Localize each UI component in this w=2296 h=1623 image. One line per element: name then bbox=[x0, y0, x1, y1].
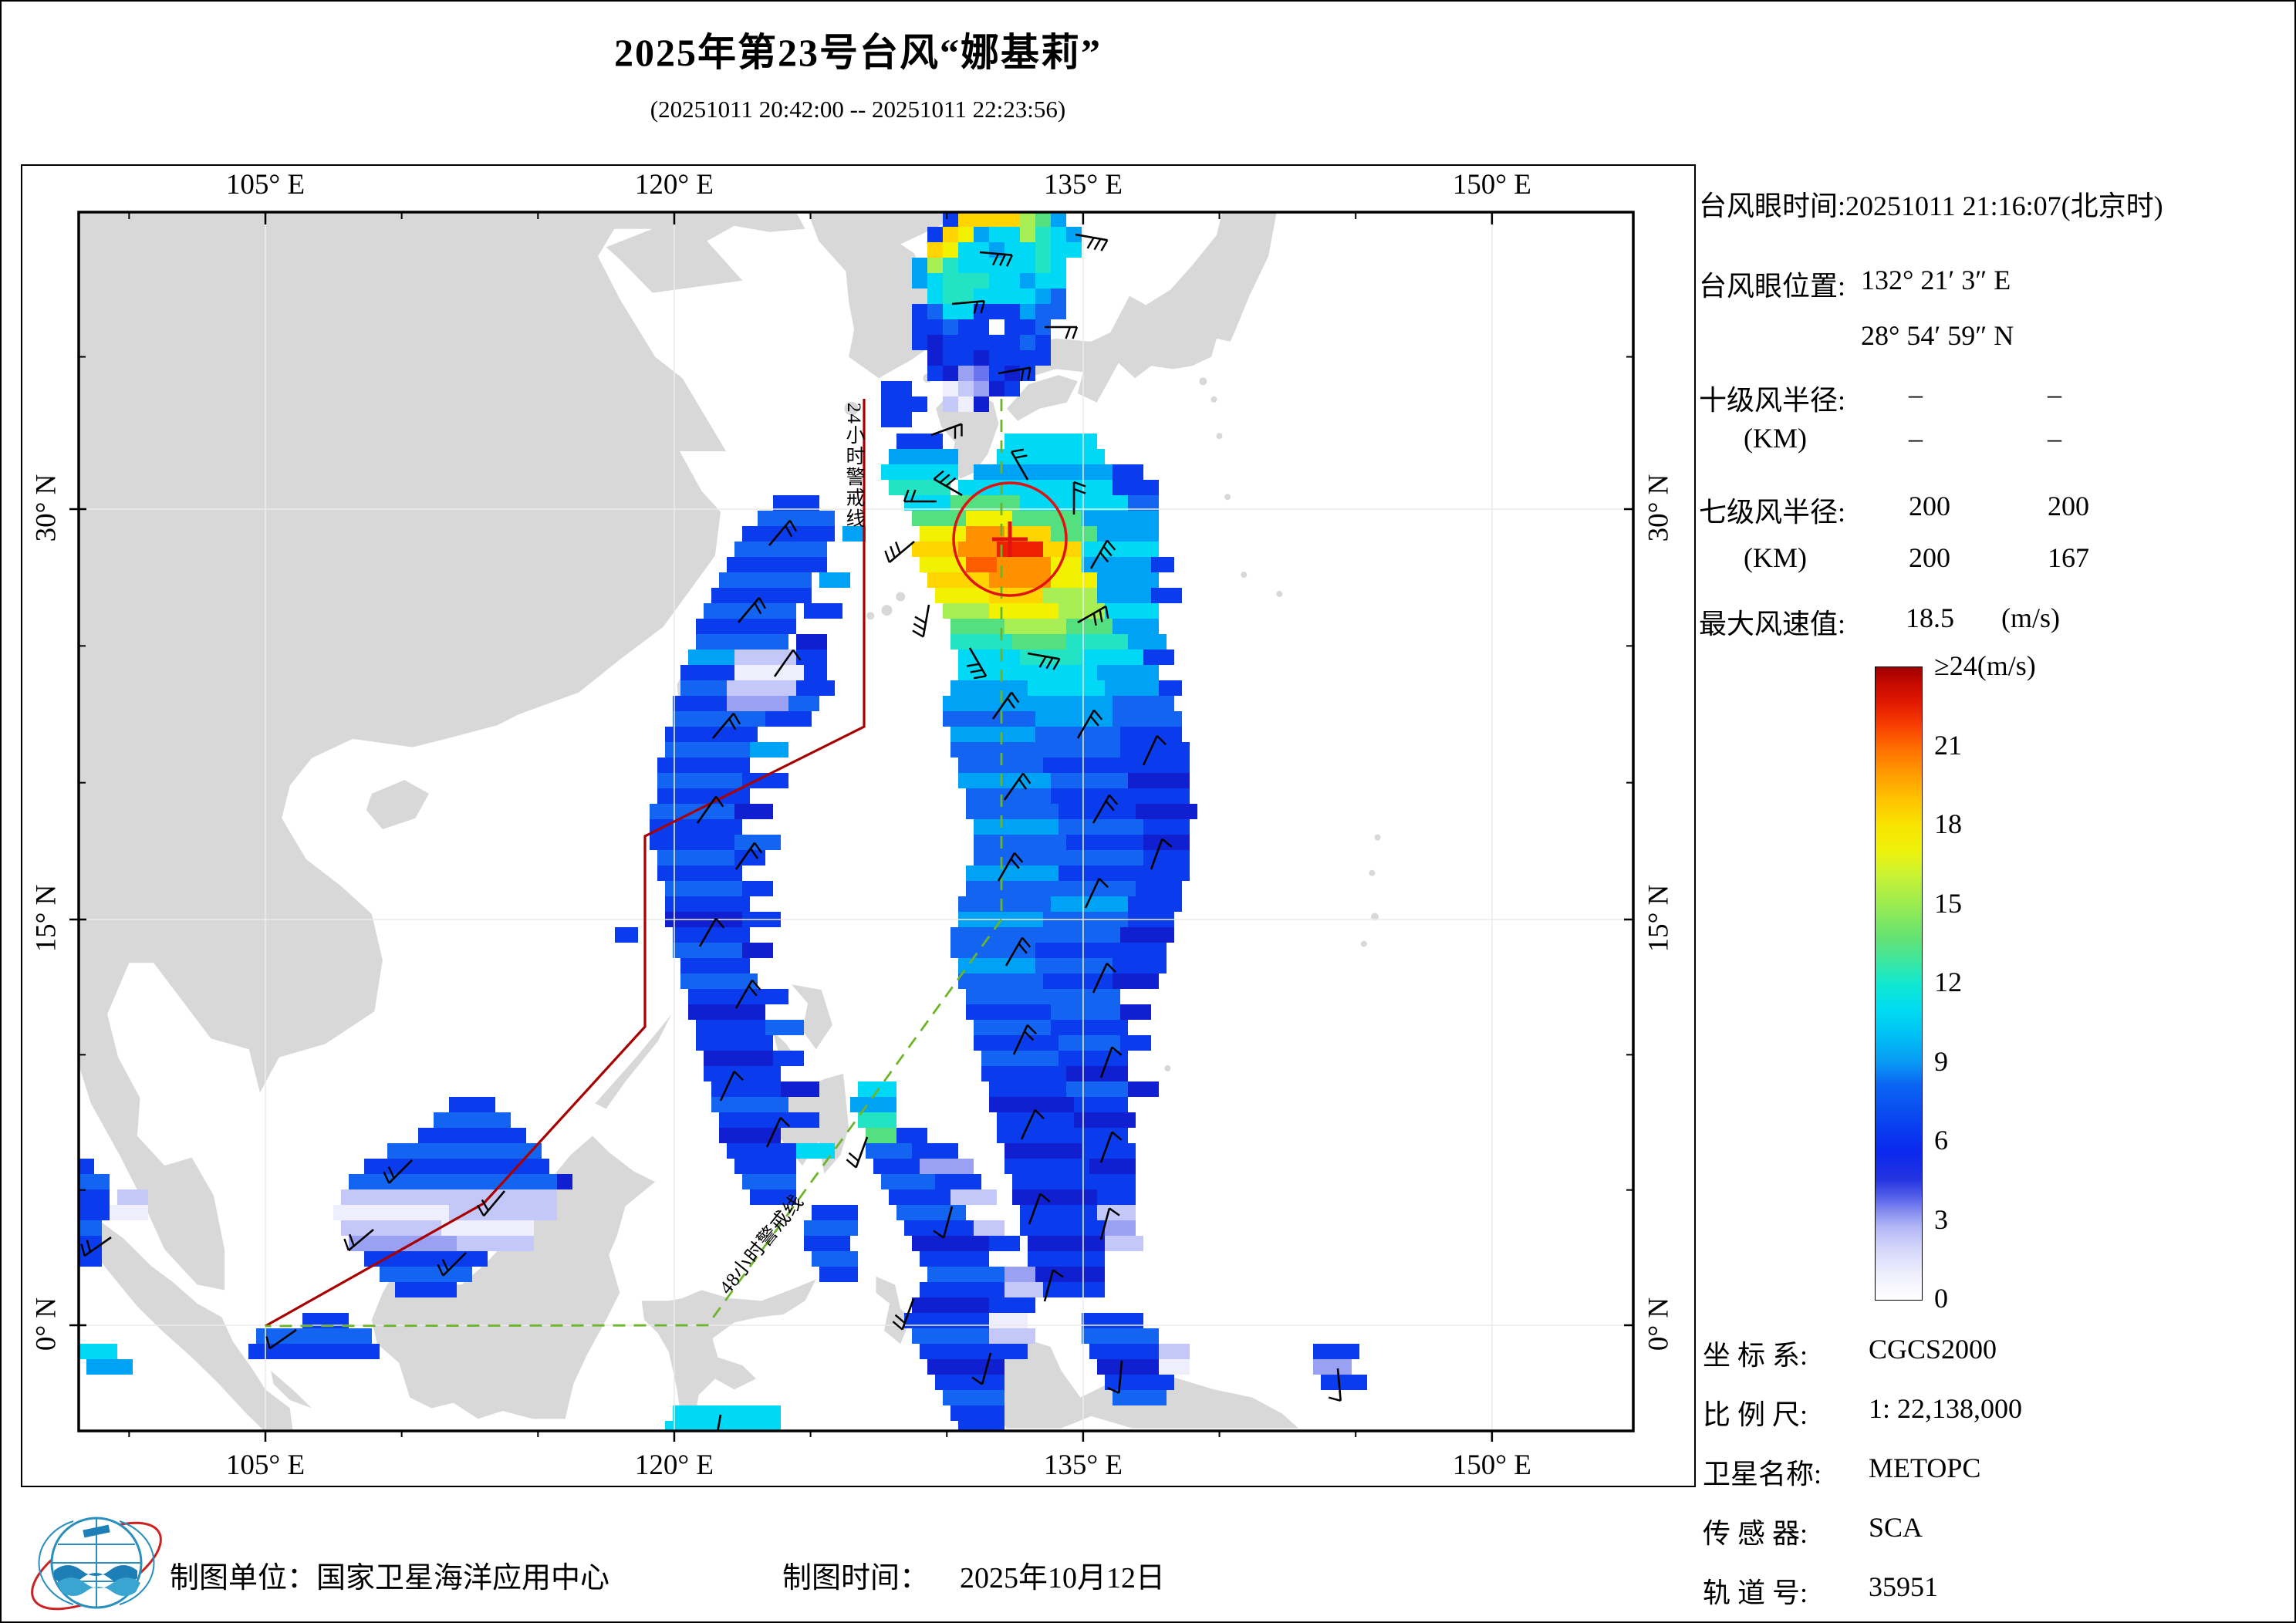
bottom-axis-label: 135° E bbox=[1043, 1449, 1123, 1481]
top-axis-label: 150° E bbox=[1452, 169, 1531, 201]
wind-speed-colorbar bbox=[1875, 666, 1923, 1301]
colorbar-tick-label: 0 bbox=[1934, 1283, 1948, 1314]
radius7-line: 七级风半径: 200 200 bbox=[1699, 490, 2089, 530]
eye-longitude: 132° 21′ 3″ E bbox=[1861, 265, 2011, 295]
top-axis-label: 120° E bbox=[634, 169, 714, 201]
bottom-axis-label: 150° E bbox=[1452, 1449, 1531, 1481]
metadata-value: SCA bbox=[1869, 1512, 1923, 1543]
metadata-label: 比 例 尺: bbox=[1703, 1399, 1808, 1430]
radius10-unit-line: (KM) – – bbox=[1744, 422, 2061, 454]
metadata-label: 传 感 器: bbox=[1703, 1518, 1808, 1549]
right-axis-label: 15° N bbox=[1643, 884, 1675, 953]
radius7-value-3: 200 bbox=[1909, 542, 1950, 573]
metadata-row: 坐 标 系: CGCS2000 bbox=[1703, 1333, 1997, 1373]
radius7-label: 七级风半径: bbox=[1699, 497, 1846, 528]
footer-org-value: 国家卫星海洋应用中心 bbox=[316, 1562, 610, 1594]
metadata-value: METOPC bbox=[1869, 1453, 1981, 1483]
eye-position-line: 台风眼位置: 132° 21′ 3″ E bbox=[1699, 264, 2011, 304]
max-wind-label: 最大风速值: bbox=[1699, 609, 1846, 639]
max-wind-value: 18.5 bbox=[1906, 602, 1954, 633]
max-wind-line: 最大风速值: 18.5 (m/s) bbox=[1699, 602, 2060, 642]
metadata-label: 坐 标 系: bbox=[1703, 1340, 1808, 1371]
left-axis-label: 15° N bbox=[30, 884, 62, 953]
metadata-row: 传 感 器: SCA bbox=[1703, 1511, 1923, 1551]
metadata-value: CGCS2000 bbox=[1869, 1334, 1997, 1365]
metadata-row: 比 例 尺: 1: 22,138,000 bbox=[1703, 1392, 2022, 1432]
footer-time-line: 制图时间： 2025年10月12日 bbox=[782, 1554, 1165, 1596]
left-axis-label: 30° N bbox=[30, 474, 62, 542]
left-axis-label: 0° N bbox=[30, 1297, 62, 1351]
radius10-value-4: – bbox=[2048, 423, 2061, 454]
radius7-unit: (KM) bbox=[1744, 542, 1807, 573]
top-axis-label: 135° E bbox=[1043, 169, 1123, 201]
colorbar-tick-label: 21 bbox=[1934, 729, 1962, 761]
colorbar-tick-label: 12 bbox=[1934, 967, 1962, 997]
eye-time-line: 台风眼时间:20251011 21:16:07(北京时) bbox=[1699, 184, 2163, 224]
top-axis-label: 105° E bbox=[225, 169, 306, 201]
radius10-value-2: – bbox=[2048, 379, 2061, 410]
eye-time-value: 20251011 21:16:07(北京时) bbox=[1845, 191, 2163, 221]
metadata-row: 轨 道 号: 35951 bbox=[1703, 1571, 1938, 1611]
radius7-value-2: 200 bbox=[2048, 491, 2089, 521]
right-axis-label: 30° N bbox=[1643, 474, 1675, 542]
max-wind-unit: (m/s) bbox=[2001, 602, 2060, 633]
footer-time-label: 制图时间： bbox=[782, 1562, 930, 1594]
colorbar-tick-label: 6 bbox=[1934, 1125, 1948, 1156]
colorbar-tick-label: 15 bbox=[1934, 887, 1962, 919]
radius7-value-1: 200 bbox=[1909, 491, 1950, 521]
radius7-unit-line: (KM) 200 167 bbox=[1744, 542, 2089, 574]
footer-time-value: 2025年10月12日 bbox=[960, 1562, 1166, 1594]
radius10-line: 十级风半径: – – bbox=[1699, 378, 2061, 418]
colorbar-tick-label: 9 bbox=[1934, 1045, 1948, 1077]
radius7-value-4: 167 bbox=[2048, 542, 2089, 573]
bottom-axis-label: 120° E bbox=[634, 1449, 714, 1481]
metadata-row: 卫星名称: METOPC bbox=[1703, 1452, 1980, 1492]
radius10-label: 十级风半径: bbox=[1699, 385, 1846, 416]
eye-position-label: 台风眼位置: bbox=[1699, 271, 1846, 302]
radius10-value-3: – bbox=[1909, 423, 1923, 454]
colorbar-tick-label: 3 bbox=[1934, 1203, 1948, 1235]
colorbar-tick-label: 18 bbox=[1934, 808, 1962, 839]
warning-line-24h-label: 24小时警戒线 bbox=[843, 403, 864, 529]
radius10-value-1: – bbox=[1909, 379, 1923, 410]
eye-latitude: 28° 54′ 59″ N bbox=[1861, 320, 2014, 351]
page-subtitle: (20251011 20:42:00 -- 20251011 22:23:56) bbox=[650, 96, 1066, 123]
metadata-label: 轨 道 号: bbox=[1703, 1577, 1808, 1608]
page-title: 2025年第23号台风“娜基莉” bbox=[614, 31, 1102, 74]
metadata-value: 35951 bbox=[1869, 1571, 1938, 1602]
footer-org-line: 制图单位：国家卫星海洋应用中心 bbox=[170, 1554, 609, 1596]
colorbar-tick-label: ≥24(m/s) bbox=[1934, 650, 2036, 681]
bottom-axis-label: 105° E bbox=[225, 1449, 306, 1481]
radius10-unit: (KM) bbox=[1744, 423, 1807, 454]
map-outer-frame bbox=[21, 164, 1696, 1487]
footer-org-label: 制图单位： bbox=[170, 1562, 317, 1594]
nsoas-logo bbox=[31, 1517, 162, 1611]
logo-satellite-icon bbox=[83, 1524, 110, 1538]
metadata-label: 卫星名称: bbox=[1703, 1459, 1822, 1490]
eye-time-label: 台风眼时间: bbox=[1699, 191, 1846, 221]
right-axis-label: 0° N bbox=[1643, 1297, 1675, 1351]
metadata-value: 1: 22,138,000 bbox=[1869, 1393, 2023, 1424]
